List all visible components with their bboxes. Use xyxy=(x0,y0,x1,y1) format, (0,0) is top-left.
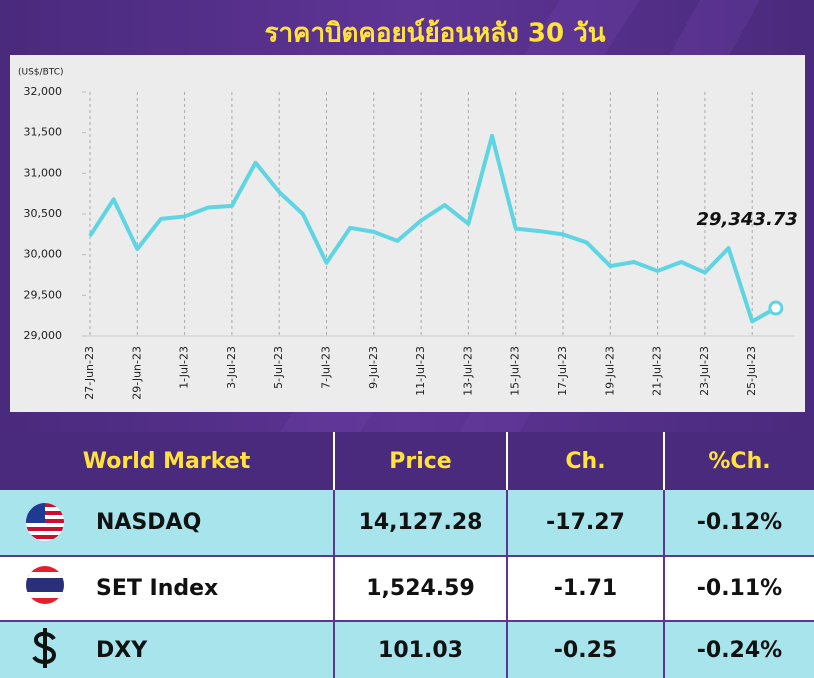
table-cell: NASDAQ xyxy=(0,490,335,555)
chart-title: ราคาบิตคอยน์ย้อนหลัง 30 วัน xyxy=(264,18,605,49)
table-cell: SET Index xyxy=(0,555,335,620)
x-tick-label: 5-Jul-23 xyxy=(272,346,285,389)
header-cell: Price xyxy=(335,432,508,490)
price-line xyxy=(88,133,777,324)
x-tick-label: 7-Jul-23 xyxy=(320,346,333,389)
header-cell: World Market xyxy=(0,432,335,490)
x-tick-label: 29-Jun-23 xyxy=(130,346,143,400)
y-tick-label: 30,000 xyxy=(24,248,63,261)
header-cell: %Ch. xyxy=(665,432,814,490)
table-cell: 1,524.59 xyxy=(335,555,508,620)
table-cell: 14,127.28 xyxy=(335,490,508,555)
table-cell: DXY xyxy=(0,620,335,678)
x-tick-label: 15-Jul-23 xyxy=(509,346,522,396)
table-cell: -0.24% xyxy=(665,620,814,678)
x-tick-label: 21-Jul-23 xyxy=(651,346,664,396)
table-cell: -0.12% xyxy=(665,490,814,555)
y-tick-label: 31,500 xyxy=(24,126,63,139)
x-tick-label: 11-Jul-23 xyxy=(414,346,427,396)
y-tick-label: 30,500 xyxy=(24,207,63,220)
value-label: 29,343.73 xyxy=(696,209,797,230)
x-tick-label: 17-Jul-23 xyxy=(556,346,569,396)
x-tick-label: 3-Jul-23 xyxy=(225,346,238,389)
x-tick-label: 13-Jul-23 xyxy=(461,346,474,396)
x-tick-label: 27-Jun-23 xyxy=(83,346,96,400)
y-tick-label: 29,500 xyxy=(24,288,63,301)
header-cell: Ch. xyxy=(508,432,665,490)
chart: ราคาบิตคอยน์ย้อนหลัง 30 วัน (US$/BTC) 29… xyxy=(0,0,814,432)
x-tick-label: 25-Jul-23 xyxy=(745,346,758,396)
table-cell: -1.71 xyxy=(508,555,665,620)
y-tick-label: 31,000 xyxy=(24,166,63,179)
y-tick-label: 32,000 xyxy=(24,85,63,98)
x-tick-label: 9-Jul-23 xyxy=(367,346,380,389)
last-point xyxy=(768,300,784,316)
y-tick-label: 29,000 xyxy=(24,329,63,342)
table-cell: -17.27 xyxy=(508,490,665,555)
x-tick-label: 1-Jul-23 xyxy=(178,346,191,389)
table-cell: -0.25 xyxy=(508,620,665,678)
table-cell: 101.03 xyxy=(335,620,508,678)
table-cell: -0.11% xyxy=(665,555,814,620)
y-axis-label: (US$/BTC) xyxy=(18,68,64,78)
x-tick-label: 19-Jul-23 xyxy=(603,346,616,396)
x-tick-label: 23-Jul-23 xyxy=(698,346,711,396)
